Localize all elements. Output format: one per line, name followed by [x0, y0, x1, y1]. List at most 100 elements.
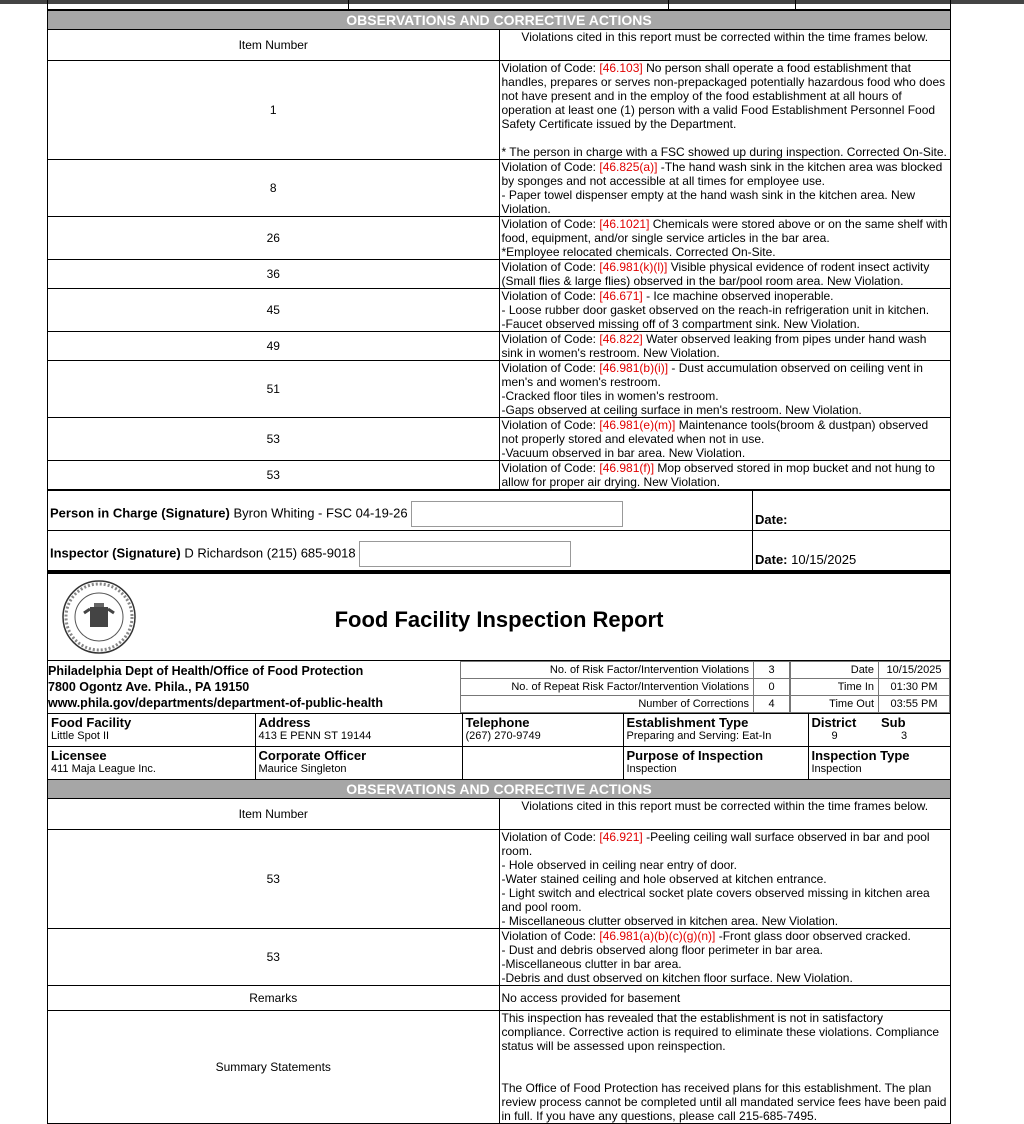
- count-label: Number of Corrections: [460, 695, 754, 713]
- signature-box: [410, 501, 623, 527]
- time-row: Time In 01:30 PM: [790, 678, 950, 696]
- item-col: Item Number: [48, 798, 500, 830]
- item-number: 53: [48, 460, 500, 490]
- text: Maintenance tools(broom & dustpan) obser…: [501, 418, 929, 446]
- code: [46.1021]: [599, 217, 650, 231]
- violation: Violation of Code: [46.981(f)] Mop obser…: [498, 460, 950, 490]
- item-number: 53: [48, 417, 500, 461]
- remarks: No access provided for basement: [498, 985, 950, 1011]
- note: -Faucet observed missing off of 3 compar…: [501, 317, 860, 331]
- notice: Violations cited in this report must be …: [498, 798, 950, 830]
- field-value: Inspection: [811, 763, 862, 775]
- city-seal: [62, 580, 136, 654]
- label: Person in Charge (Signature): [50, 505, 230, 521]
- count-label: No. of Repeat Risk Factor/Intervention V…: [460, 678, 754, 696]
- violation: Violation of Code: [46.822] Water observ…: [498, 331, 950, 361]
- note: - Light switch and electrical socket pla…: [501, 886, 930, 914]
- times-table: Date 10/15/2025 Time In 01:30 PM Time Out 03:…: [790, 661, 950, 713]
- agency: Philadelphia Dept of Health/Office of Fo…: [48, 661, 460, 713]
- text: Mop observed stored in mop bucket and no…: [501, 461, 935, 489]
- code: [46.981(a)(b)(c)(g)(n)]: [599, 929, 716, 943]
- note: -Miscellaneous clutter in bar area.: [501, 957, 682, 971]
- violation: Violation of Code: [46.825(a)] -The hand…: [498, 159, 950, 217]
- text: Chemicals were stored above or on the sa…: [501, 217, 948, 245]
- field-value: (267) 270-9749: [465, 730, 541, 742]
- info-block: Philadelphia Dept of Health/Office of Fo…: [48, 660, 950, 713]
- text: - Ice machine observed inoperable.: [646, 289, 834, 303]
- agency-line: www.phila.gov/departments/department-of-…: [48, 696, 383, 710]
- code: [46.981(f)]: [599, 461, 655, 475]
- field-label: Inspection Type: [811, 748, 910, 763]
- field: Inspection Type Inspection: [807, 746, 950, 779]
- field-label: Telephone: [465, 715, 530, 730]
- text: Visible physical evidence of rodent inse…: [501, 260, 930, 288]
- text: -Front glass door observed cracked.: [718, 929, 911, 943]
- field-label: Address: [258, 715, 311, 730]
- prefix: Violation of Code:: [501, 160, 597, 174]
- note: - Miscellaneous clutter observed in kitc…: [501, 914, 839, 928]
- field-value: Preparing and Serving: Eat-In: [626, 730, 772, 742]
- time-label: Time Out: [790, 695, 879, 713]
- field-value: 9: [831, 730, 838, 742]
- violation: Violation of Code: [46.981(a)(b)(c)(g)(n…: [498, 928, 950, 986]
- text: -The hand wash sink in the kitchen area …: [501, 160, 943, 188]
- count-row: No. of Risk Factor/Intervention Violatio…: [460, 661, 790, 679]
- field: Corporate Officer Maurice Singleton: [254, 746, 462, 779]
- time-row: Date 10/15/2025: [790, 661, 950, 679]
- field-value: Maurice Singleton: [258, 763, 347, 775]
- prefix: Violation of Code:: [501, 418, 597, 432]
- field-label: Sub: [881, 715, 906, 730]
- note: -Cracked floor tiles in women's restroom…: [501, 389, 719, 403]
- field: Sub 3: [878, 713, 950, 747]
- violation-row: 53 Violation of Code: [46.981(e)(m)] Main…: [48, 417, 950, 461]
- violation-row: 51 Violation of Code: [46.981(b)(i)] - Du…: [48, 360, 950, 418]
- remarks-row: Remarks No access provided for basement: [48, 985, 950, 1011]
- label: Date:: [755, 512, 788, 527]
- label: Inspector (Signature): [50, 545, 181, 561]
- text: - Dust accumulation observed on ceiling …: [501, 361, 923, 389]
- item-number: 26: [48, 216, 500, 260]
- note: -Gaps observed at ceiling surface in men…: [501, 403, 862, 417]
- code: [46.981(k)(l)]: [599, 260, 668, 274]
- field-value: Inspection: [626, 763, 677, 775]
- note: - Dust and debris observed along floor p…: [501, 943, 824, 957]
- code: [46.981(b)(i)]: [599, 361, 669, 375]
- item-number: 1: [48, 60, 500, 160]
- note: -Vacuum observed in bar area. New Violat…: [501, 446, 746, 460]
- report-page: OBSERVATIONS AND CORRECTIVE ACTIONS Item …: [47, 0, 951, 1124]
- note: -Debris and dust observed on kitchen flo…: [501, 971, 853, 985]
- count-value: 3: [753, 661, 790, 679]
- agency-line: Philadelphia Dept of Health/Office of Fo…: [48, 664, 364, 678]
- field-label: Food Facility: [51, 715, 132, 730]
- prefix: Violation of Code:: [501, 361, 597, 375]
- note: * The person in charge with a FSC showed…: [501, 145, 947, 159]
- summary-label: Summary Statements: [48, 1010, 500, 1124]
- code: [46.981(e)(m)]: [599, 418, 676, 432]
- violation-row: 45 Violation of Code: [46.671] - Ice mach…: [48, 288, 950, 332]
- note: - Loose rubber door gasket observed on t…: [501, 303, 930, 317]
- summary: This inspection has revealed that the es…: [498, 1010, 950, 1124]
- prefix: Violation of Code:: [501, 289, 597, 303]
- field: Food Facility Little Spot II: [48, 713, 255, 747]
- field: District 9: [807, 713, 878, 747]
- violation: Violation of Code: [46.981(k)(l)] Visibl…: [498, 259, 950, 289]
- field-label: Licensee: [51, 748, 107, 763]
- column-header: Item Number Violations cited in this repo…: [48, 29, 950, 61]
- column-header: Item Number Violations cited in this repo…: [48, 798, 950, 830]
- time-label: Time In: [790, 678, 879, 696]
- prefix: Violation of Code:: [501, 61, 597, 75]
- item-number: 45: [48, 288, 500, 332]
- note: - Hole observed in ceiling near entry of…: [501, 858, 737, 872]
- violation: Violation of Code: [46.1021] Chemicals w…: [498, 216, 950, 260]
- item-number: 51: [48, 360, 500, 418]
- time-label: Date: [790, 661, 879, 679]
- text: No person shall operate a food establish…: [501, 61, 946, 131]
- field: Establishment Type Preparing and Serving:…: [622, 713, 808, 747]
- section-header: OBSERVATIONS AND CORRECTIVE ACTIONS: [48, 779, 950, 799]
- remarks-label: Remarks: [48, 985, 500, 1011]
- time-row: Time Out 03:55 PM: [790, 695, 950, 713]
- violation-row: 49 Violation of Code: [46.822] Water obse…: [48, 331, 950, 361]
- violation: Violation of Code: [46.103] No person sh…: [498, 60, 950, 160]
- note: *Employee relocated chemicals. Corrected…: [501, 245, 776, 259]
